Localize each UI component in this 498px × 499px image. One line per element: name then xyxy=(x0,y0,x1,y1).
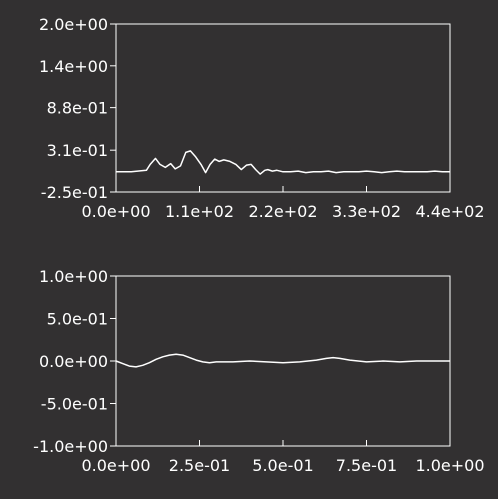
y-tick-label: 0.0e+00 xyxy=(39,352,108,371)
x-tick-label: 2.5e-01 xyxy=(169,456,230,475)
x-tick-label: 0.0e+00 xyxy=(81,456,150,475)
y-tick-label: 2.0e+00 xyxy=(39,15,108,34)
x-tick-label: 4.4e+02 xyxy=(415,202,484,221)
y-tick-label: 1.0e+00 xyxy=(39,267,108,286)
bottom-chart: -1.0e+00 -5.0e-01 0.0e+00 5.0e-01 1.0e+00 0.0… xyxy=(33,267,484,475)
y-tick-label: 1.4e+00 xyxy=(39,57,108,76)
y-tick-label: -1.0e+00 xyxy=(33,437,108,456)
series-line xyxy=(115,353,450,368)
y-tick-label: 5.0e-01 xyxy=(47,310,108,329)
plot-frame xyxy=(115,275,451,447)
x-tick-label: 0.0e+00 xyxy=(81,202,150,221)
y-tick-label: -5.0e-01 xyxy=(41,395,108,414)
x-tick-label: 3.3e+02 xyxy=(332,202,401,221)
y-tick-label: 3.1e-01 xyxy=(47,141,108,160)
x-tick-label: 1.1e+02 xyxy=(165,202,234,221)
x-tick-label: 2.2e+02 xyxy=(248,202,317,221)
top-chart: -2.5e-01 3.1e-01 8.8e-01 1.4e+00 2.0e+00 0.0e… xyxy=(39,15,485,221)
series-line xyxy=(116,150,450,175)
y-tick-label: -2.5e-01 xyxy=(41,183,108,202)
x-tick-label: 7.5e-01 xyxy=(336,456,397,475)
x-tick-label: 5.0e-01 xyxy=(252,456,313,475)
x-tick-label: 1.0e+00 xyxy=(415,456,484,475)
y-tick-label: 8.8e-01 xyxy=(47,99,108,118)
